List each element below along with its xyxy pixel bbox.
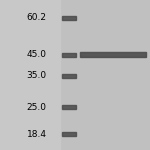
- Polygon shape: [62, 132, 76, 136]
- Polygon shape: [62, 53, 76, 57]
- Text: 45.0: 45.0: [27, 50, 46, 59]
- Text: 35.0: 35.0: [26, 71, 46, 80]
- Text: 18.4: 18.4: [27, 130, 46, 139]
- Polygon shape: [80, 52, 146, 54]
- Text: 60.2: 60.2: [27, 14, 46, 22]
- Polygon shape: [80, 52, 146, 57]
- Polygon shape: [62, 105, 76, 109]
- Bar: [0, 0, 60, 150]
- Polygon shape: [62, 74, 76, 78]
- Polygon shape: [62, 16, 76, 20]
- Text: 25.0: 25.0: [27, 103, 46, 112]
